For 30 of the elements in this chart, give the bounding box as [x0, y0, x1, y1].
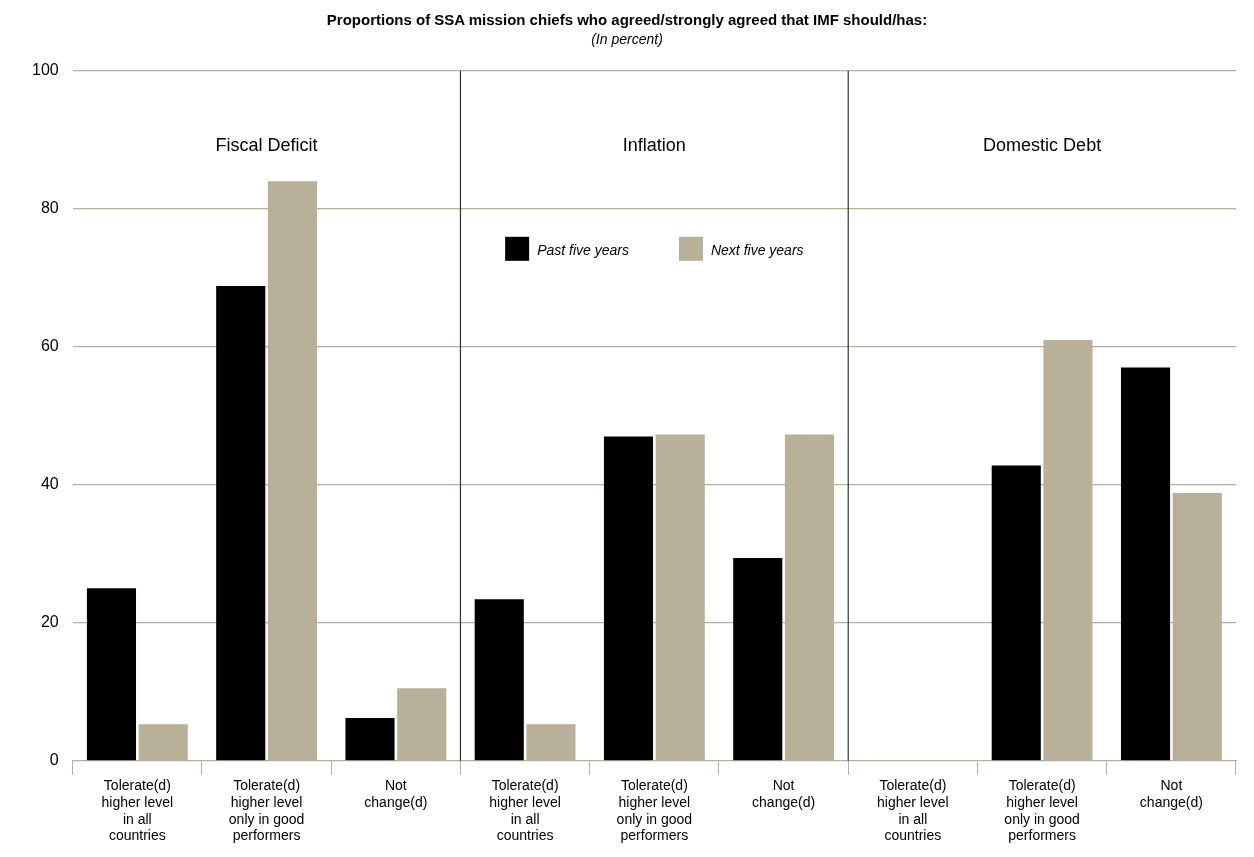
- y-tick-label: 0: [49, 751, 59, 769]
- bar: [86, 588, 137, 761]
- x-tick-label: Not change(d): [752, 777, 816, 810]
- legend-label: Next five years: [710, 241, 804, 258]
- bar: [991, 465, 1041, 761]
- chart-subtitle: (In percent): [591, 31, 663, 48]
- annotation: Fiscal Deficit: [215, 134, 318, 155]
- bar: [474, 599, 524, 761]
- chart-title: Proportions of SSA mission chiefs who agreed/strongly agreed that IMF should/has:: [326, 11, 928, 29]
- annotation: Inflation: [622, 134, 686, 155]
- bar: [603, 436, 654, 761]
- x-tick-label: Tolerate(d) higher level in all countries: [877, 777, 949, 844]
- y-tick-label: 20: [40, 613, 59, 631]
- x-tick-label: Not change(d): [364, 777, 428, 810]
- bar: [216, 286, 266, 761]
- x-tick-label: Tolerate(d) higher level only in good performers: [616, 777, 693, 844]
- x-tick-label: Tolerate(d) higher level only in good performers: [228, 777, 305, 844]
- bar: [1120, 367, 1171, 761]
- y-tick-label: 80: [40, 199, 59, 217]
- x-tick-label: Tolerate(d) higher level in all countries: [101, 777, 174, 844]
- legend-label: Past five years: [537, 241, 629, 258]
- x-tick-label: Tolerate(d) higher level in all countries: [489, 777, 561, 844]
- annotation: Domestic Debt: [983, 134, 1102, 155]
- x-tick-label: Tolerate(d) higher level only in good performers: [1004, 777, 1080, 844]
- x-tick-label: Not change(d): [1139, 777, 1203, 810]
- bar: [733, 557, 783, 761]
- y-tick-label: 100: [31, 61, 59, 79]
- y-tick-label: 40: [40, 475, 59, 493]
- y-tick-label: 60: [40, 337, 59, 355]
- bar: [345, 718, 395, 761]
